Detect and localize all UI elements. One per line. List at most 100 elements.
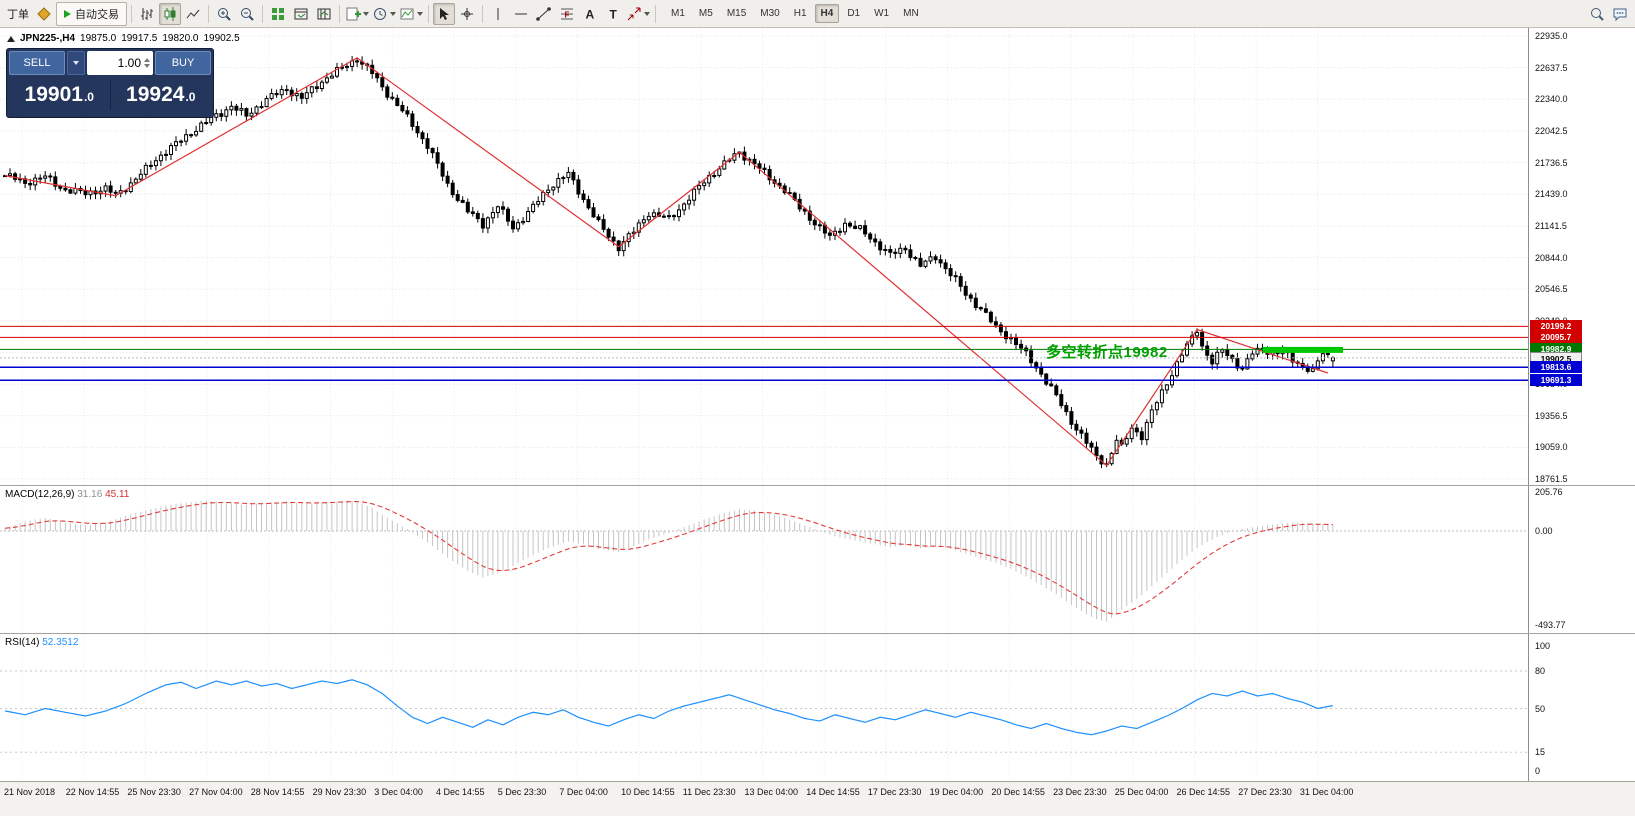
macd-axis-label: 0.00 [1535, 526, 1553, 536]
cascade-windows-icon[interactable] [313, 3, 335, 25]
buy-price[interactable]: 19924 .0 [111, 83, 212, 107]
time-axis-label: 28 Nov 14:55 [250, 787, 305, 797]
arrange-windows-icon[interactable] [290, 3, 312, 25]
sell-price-frac: .0 [83, 90, 94, 104]
zoom-out-icon[interactable] [236, 3, 258, 25]
tf-mn-button[interactable]: MN [903, 8, 919, 19]
gold-diamond-icon[interactable] [33, 3, 55, 25]
price-axis-label: 22042.5 [1535, 125, 1568, 136]
macd-signal-value: 45.11 [105, 489, 130, 500]
autotrade-button[interactable]: 自动交易 [56, 1, 127, 26]
rsi-label: RSI(14) 52.3512 [5, 637, 78, 648]
arrows-tool-icon[interactable] [625, 3, 651, 25]
macd-main-value: 31.16 [77, 489, 103, 500]
zoom-in-icon[interactable] [213, 3, 235, 25]
time-axis-label: 22 Nov 14:55 [65, 787, 120, 797]
tile-windows-icon[interactable] [267, 3, 289, 25]
price-tag: 19691.3 [1530, 374, 1582, 387]
cursor-icon[interactable] [433, 2, 455, 25]
buy-price-frac: .0 [185, 90, 196, 104]
buy-button[interactable]: BUY [155, 51, 211, 75]
text-tool-icon[interactable]: A [579, 3, 601, 25]
time-axis-label: 31 Dec 04:00 [1299, 787, 1354, 797]
price-axis-label: 20546.5 [1535, 284, 1568, 295]
bar-chart-type-icon[interactable] [136, 3, 158, 25]
indicators-icon[interactable] [398, 3, 424, 25]
macd-plot[interactable] [0, 486, 1528, 633]
horizontal-line-tool-icon[interactable] [510, 3, 532, 25]
macd-panel: 205.76 0.00 -493.77 MACD(12,26,9) 31.16 45… [0, 485, 1635, 633]
time-axis-label: 10 Dec 14:55 [621, 787, 675, 797]
tf-h4-button[interactable]: H4 [814, 4, 840, 23]
rsi-plot[interactable] [0, 634, 1528, 781]
rsi-axis[interactable]: 100 80 50 15 0 [1528, 634, 1635, 781]
macd-axis[interactable]: 205.76 0.00 -493.77 [1528, 486, 1635, 633]
price-axis-label: 21439.0 [1535, 189, 1568, 200]
rsi-panel: 100 80 50 15 0 RSI(14) 52.3512 [0, 633, 1635, 781]
volume-input[interactable]: 1.00 [87, 51, 153, 75]
tf-m1-button[interactable]: M1 [671, 8, 685, 19]
macd-title: MACD(12,26,9) [5, 489, 75, 500]
volume-preset-dropdown[interactable] [67, 51, 85, 75]
chevron-down-icon [417, 11, 423, 16]
low-value: 19820.0 [162, 33, 199, 44]
toolbar-separator [262, 4, 263, 23]
period-clock-icon[interactable] [371, 3, 397, 25]
volume-value: 1.00 [117, 56, 141, 70]
high-value: 19917.5 [121, 33, 158, 44]
volume-stepper[interactable] [144, 58, 151, 68]
time-axis-label: 25 Nov 23:30 [127, 787, 181, 797]
svg-text:A: A [586, 7, 595, 21]
time-axis-label: 27 Nov 04:00 [189, 787, 243, 797]
search-icon[interactable] [1586, 3, 1608, 25]
stepper-up-icon[interactable] [144, 58, 150, 62]
orders-menu-label[interactable]: 丁单 [7, 8, 29, 21]
toolbar-separator [482, 4, 483, 23]
sell-button[interactable]: SELL [9, 51, 65, 75]
new-chart-icon[interactable] [344, 3, 370, 25]
chat-icon[interactable] [1609, 3, 1631, 25]
time-axis-label: 20 Dec 14:55 [991, 787, 1045, 797]
tf-w1-button[interactable]: W1 [874, 8, 890, 19]
candlestick-chart-type-icon[interactable] [159, 2, 181, 25]
crosshair-icon[interactable] [456, 3, 478, 25]
chevron-down-icon [363, 11, 369, 16]
price-axis-label: 21736.5 [1535, 157, 1568, 168]
tf-d1-button[interactable]: D1 [847, 8, 861, 19]
macd-label: MACD(12,26,9) 31.16 45.11 [5, 489, 129, 500]
autotrade-label: 自动交易 [75, 8, 119, 21]
tf-m5-button[interactable]: M5 [698, 8, 713, 19]
label-tool-icon[interactable]: T [602, 3, 624, 25]
time-axis-label: 17 Dec 23:30 [867, 787, 922, 797]
tf-h1-button[interactable]: H1 [793, 8, 807, 19]
open-value: 19875.0 [80, 33, 117, 44]
fibonacci-tool-icon[interactable]: F [556, 3, 578, 25]
tf-m15-button[interactable]: M15 [726, 8, 747, 19]
rsi-axis-label: 100 [1535, 641, 1551, 651]
price-axis-label: 19059.0 [1535, 442, 1568, 453]
macd-axis-label: -493.77 [1535, 619, 1566, 630]
collapse-arrow-icon[interactable] [7, 35, 15, 42]
toolbar-separator [428, 4, 429, 23]
timeframe-group: M1 M5 M15 M30 H1 H4 D1 W1 MN [664, 4, 926, 23]
trendline-tool-icon[interactable] [533, 3, 555, 25]
vertical-line-tool-icon[interactable] [487, 3, 509, 25]
time-axis-label: 11 Dec 23:30 [682, 787, 736, 797]
tf-m30-button[interactable]: M30 [760, 8, 780, 19]
price-axis-label: 20844.0 [1535, 252, 1568, 263]
price-axis-label: 22340.0 [1535, 94, 1568, 105]
time-axis-label: 25 Dec 04:00 [1114, 787, 1169, 797]
chevron-down-icon [390, 11, 396, 16]
price-chart-plot[interactable] [0, 28, 1528, 485]
price-axis-label: 19356.5 [1535, 410, 1568, 421]
time-axis[interactable]: 21 Nov 2018 22 Nov 14:55 25 Nov 23:30 27 No… [0, 781, 1635, 816]
toolbar-separator [208, 4, 209, 23]
line-chart-type-icon[interactable] [182, 3, 204, 25]
stepper-down-icon[interactable] [144, 64, 150, 68]
rsi-axis-label: 50 [1535, 703, 1546, 714]
chevron-down-icon [73, 61, 79, 65]
price-tag: 20199.2 [1530, 320, 1582, 333]
sell-price[interactable]: 19901 .0 [9, 83, 110, 107]
price-axis[interactable]: 22935.0 22637.5 22340.0 22042.5 21736.5 21439… [1528, 28, 1635, 485]
pivot-annotation: 多空转折点19982 [1046, 344, 1168, 361]
